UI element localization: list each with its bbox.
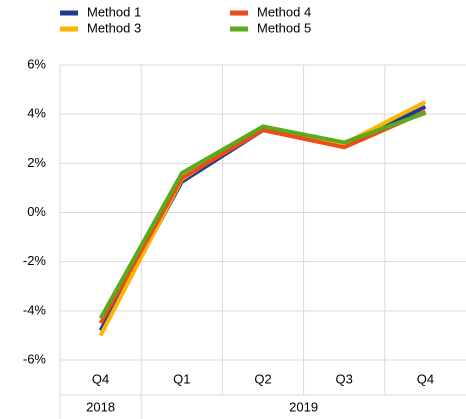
y-tick-label: 6% [27, 56, 46, 71]
x-tick-label: Q4 [92, 371, 109, 386]
y-tick-label: -4% [23, 302, 47, 317]
legend-label: Method 4 [257, 4, 311, 19]
legend-label: Method 5 [257, 20, 311, 35]
series-line [98, 109, 427, 325]
y-tick-label: -2% [23, 253, 47, 268]
x-tick-label: Q3 [336, 371, 353, 386]
legend-label: Method 1 [87, 4, 141, 19]
legend-swatch [230, 10, 248, 16]
legend-swatch [230, 26, 248, 32]
x-group-label: 2019 [289, 399, 318, 414]
series-line [98, 104, 427, 332]
y-tick-label: -6% [23, 351, 47, 366]
x-tick-label: Q4 [417, 371, 434, 386]
x-group-label: 2018 [86, 399, 115, 414]
legend-swatch [60, 26, 78, 32]
y-tick-label: 0% [27, 204, 46, 219]
y-tick-label: 2% [27, 155, 46, 170]
legend-label: Method 3 [87, 20, 141, 35]
x-tick-label: Q2 [254, 371, 271, 386]
series-line [98, 100, 427, 337]
legend-swatch [60, 10, 78, 16]
series-line [98, 111, 427, 320]
x-tick-label: Q1 [173, 371, 190, 386]
y-tick-label: 4% [27, 106, 46, 121]
